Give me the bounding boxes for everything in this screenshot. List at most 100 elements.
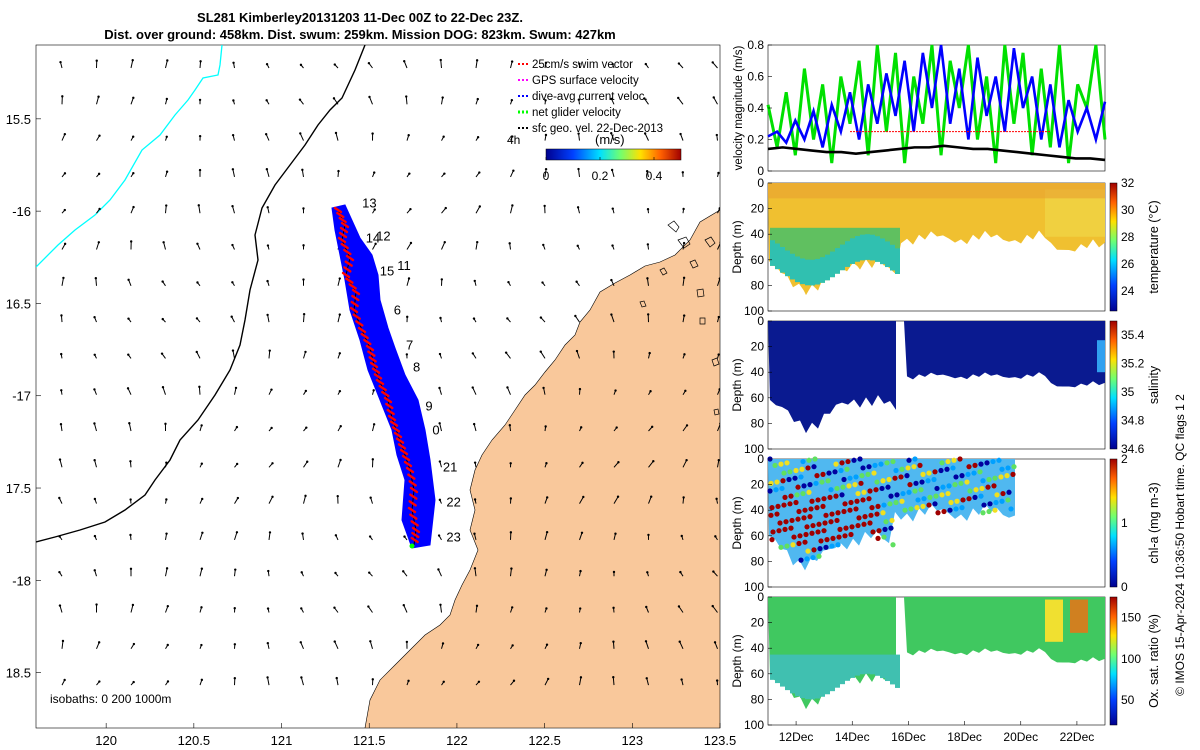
section-data-band [810, 654, 815, 700]
section-data-point [855, 522, 861, 529]
swim-vector [399, 448, 409, 456]
geo-velocity-arrowhead [299, 132, 302, 135]
geo-velocity-arrow [61, 640, 64, 649]
geo-velocity-arrowhead [63, 172, 67, 175]
geo-velocity-arrowhead [298, 98, 302, 101]
swim-vector [409, 486, 419, 494]
section-data-point [911, 464, 917, 470]
section-data-point [800, 490, 806, 497]
geo-velocity-arrowhead [473, 279, 476, 283]
geo-velocity-arrow [645, 641, 649, 649]
geo-velocity-arrowhead [575, 280, 578, 283]
geo-velocity-arrowhead [334, 534, 338, 537]
section-data-point [945, 458, 951, 465]
geo-velocity-arrowhead [198, 134, 202, 138]
section-data-point [876, 528, 882, 534]
track-day-label: 12 [376, 229, 390, 244]
geo-velocity-arrowhead [682, 207, 685, 211]
section-data-point [870, 529, 876, 535]
section-data-point [846, 483, 852, 489]
geo-velocity-arrowhead [650, 425, 654, 429]
geo-velocity-arrow [199, 568, 203, 577]
section-data-point [899, 498, 905, 504]
geo-velocity-arrow [578, 168, 580, 177]
geo-velocity-arrow [267, 314, 270, 323]
geo-velocity-arrowhead [129, 498, 132, 501]
geo-velocity-arrowhead [715, 679, 719, 682]
section-data-point [900, 490, 906, 497]
section-data-point [986, 476, 992, 483]
section-data-band [845, 654, 850, 681]
geo-velocity-arrow [475, 242, 478, 250]
geo-velocity-arrowhead [63, 678, 66, 682]
section-data-band [810, 227, 815, 286]
geo-velocity-arrowhead [371, 678, 374, 681]
geo-velocity-arrowhead [265, 168, 269, 171]
map-y-tick-label: 15.5 [6, 112, 31, 127]
geo-velocity-arrowhead [161, 280, 164, 283]
geo-velocity-arrowhead [60, 352, 63, 356]
geo-velocity-arrowhead [717, 458, 720, 462]
geo-velocity-arrow [162, 387, 166, 395]
geo-velocity-arrowhead [270, 426, 273, 430]
geo-velocity-arrowhead [200, 462, 204, 465]
section-data-band [850, 238, 855, 264]
section-data-point [882, 526, 888, 533]
section-data-fill [768, 321, 896, 434]
section-data-point [998, 474, 1004, 480]
geo-velocity-arrowhead [336, 494, 339, 498]
section-data-point [769, 537, 775, 543]
section-data-point [1005, 465, 1011, 471]
section-y-tick-label: 100 [744, 442, 764, 456]
section-data-point [952, 482, 958, 488]
swim-vector [338, 216, 347, 224]
geo-velocity-arrowhead [544, 61, 548, 65]
section-data-point [861, 489, 867, 495]
geo-velocity-arrowhead [93, 316, 96, 319]
geo-velocity-arrowhead [63, 242, 67, 246]
geo-velocity-arrow [163, 242, 166, 250]
section-ylabel: Depth (m) [730, 358, 744, 411]
geo-velocity-arrowhead [266, 641, 270, 645]
legend-net: net glider velocity [532, 107, 621, 119]
swim-vector [386, 408, 395, 416]
geo-velocity-arrowhead [235, 462, 239, 466]
section-y-tick-label: 100 [744, 304, 764, 318]
geo-velocity-arrowhead [405, 640, 409, 644]
geo-velocity-arrowhead [443, 172, 446, 175]
section-colorbar [1109, 458, 1118, 588]
geo-velocity-arrowhead [334, 571, 337, 575]
section-data-band [845, 241, 850, 267]
swim-vector [360, 332, 369, 340]
swim-vectors [333, 206, 421, 544]
geo-velocity-arrowhead [60, 314, 63, 317]
section-data-point [822, 520, 828, 526]
geo-velocity-arrowhead [129, 567, 133, 571]
section-colorbar-label: salinity [1147, 365, 1161, 404]
geo-velocity-arrowhead [511, 606, 514, 609]
geo-velocity-arrowhead [198, 168, 202, 172]
swim-vector [393, 431, 403, 439]
section-data-point [848, 499, 854, 506]
geo-velocity-arrowhead [129, 240, 133, 243]
section-data-band [895, 654, 900, 688]
section-data-point [817, 546, 823, 552]
section-data-point [857, 456, 863, 462]
section-data-band [785, 250, 790, 277]
swim-vector [340, 221, 350, 229]
section-data-point [858, 480, 864, 486]
geo-velocity-arrowhead [409, 241, 413, 245]
geo-velocity-arrowhead [718, 277, 720, 280]
geo-velocity-arrowhead [59, 60, 62, 64]
geo-velocity-arrow [59, 605, 63, 613]
section-data-band [805, 227, 810, 286]
section-data-point [856, 515, 862, 521]
section-data-point [917, 462, 923, 468]
swim-vector [410, 536, 419, 544]
geo-velocity-arrowhead [231, 243, 234, 247]
geo-velocity-arrow [612, 677, 615, 686]
section-data-point [774, 479, 780, 485]
geo-velocity-arrowhead [232, 61, 235, 64]
geo-velocity-arrowhead [407, 134, 410, 137]
geo-velocity-arrowhead [165, 97, 169, 101]
